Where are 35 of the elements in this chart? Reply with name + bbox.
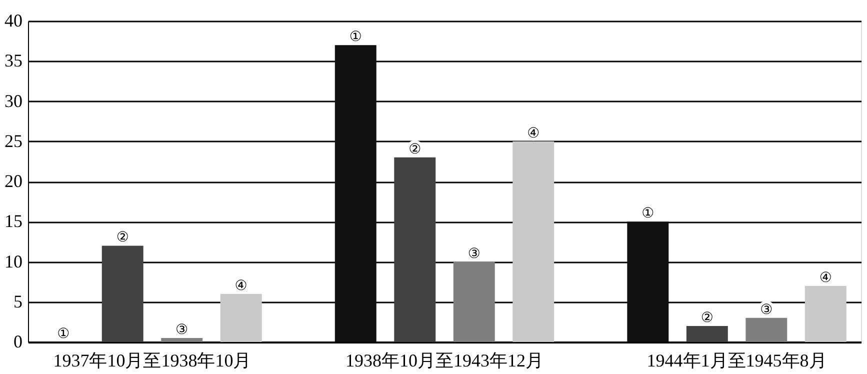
bar [394,157,436,342]
text: ④ [819,270,832,286]
series-label: ① [349,29,362,46]
text: ③ [176,322,188,338]
bar [102,246,144,342]
bar [334,45,376,342]
x-tick-label: 1944年1月至1945年8月 [646,350,827,370]
y-tick-label: 20 [4,171,22,191]
x-tick-label: 1938年10月至1943年12月 [346,350,544,370]
bar [686,326,728,342]
series-label: ③ [468,246,480,262]
text: ③ [760,302,773,318]
bar [453,262,495,342]
y-tick-label: 10 [4,251,22,272]
series-label: ④ [234,278,248,294]
y-tick-label: 15 [4,211,22,232]
text: ④ [527,125,540,142]
text: ② [700,310,714,326]
bar [746,318,788,342]
y-tick-label: 0 [14,332,22,352]
y-tick-label: 25 [4,130,22,151]
bar [627,222,669,342]
bar [512,141,554,342]
y-tick-label: 30 [4,90,22,111]
text: ① [642,206,654,222]
bar [161,338,203,342]
y-tick-label: 40 [4,10,22,30]
bar [804,286,846,342]
text: ② [408,141,422,158]
bar [220,294,262,342]
x-tick-label: 1937年10月至1938年10月 [53,350,252,370]
series-label: ② [116,230,129,246]
y-tick-label: 5 [14,291,22,312]
y-tick-label: 35 [4,50,22,71]
text: ① [57,326,70,342]
